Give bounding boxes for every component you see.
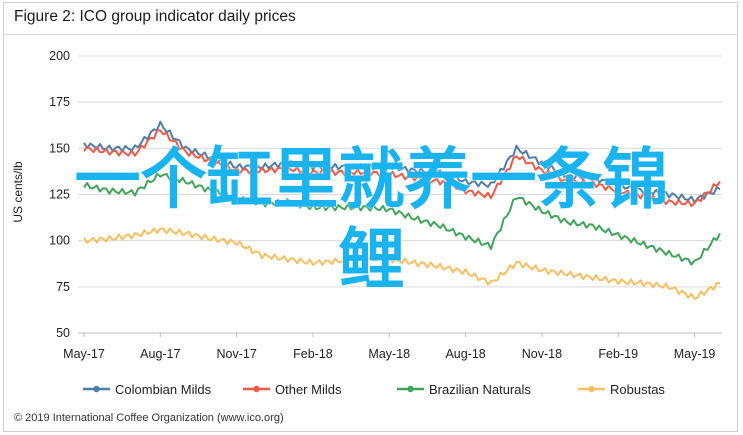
x-tick-label: Nov-18 [522, 347, 562, 361]
legend-label: Brazilian Naturals [429, 382, 531, 397]
chart-frame [3, 2, 738, 432]
gridlines [78, 55, 722, 334]
copyright-footer: © 2019 International Coffee Organization… [14, 412, 284, 424]
legend-marker [93, 385, 100, 393]
series-lines [83, 120, 721, 300]
x-axis-ticks: May-17 Aug-17 Nov-17 Feb-18 May-18 Aug-18 Nov-… [63, 333, 715, 361]
y-tick-label: 175 [49, 95, 70, 109]
y-tick-label: 100 [49, 234, 70, 248]
x-tick-label: May-17 [63, 347, 105, 361]
legend-marker [588, 385, 595, 393]
chart-title: Figure 2: ICO group indicator daily pric… [14, 8, 296, 25]
y-tick-label: 50 [56, 326, 70, 340]
x-tick-label: Aug-18 [445, 347, 485, 361]
legend-label: Colombian Milds [115, 382, 212, 397]
y-tick-label: 75 [56, 280, 70, 294]
x-tick-label: Feb-18 [293, 347, 333, 361]
x-tick-label: Nov-17 [216, 347, 256, 361]
series-line-brazilian-naturals [83, 172, 721, 266]
y-tick-label: 200 [49, 49, 70, 63]
title-divider [3, 34, 738, 35]
y-tick-label: 125 [49, 188, 70, 202]
x-tick-label: May-18 [368, 347, 410, 361]
x-tick-label: May-19 [674, 347, 716, 361]
x-tick-label: Aug-17 [140, 347, 180, 361]
legend: Colombian Milds Other Milds Brazilian Natu… [83, 382, 665, 397]
x-tick-label: Feb-19 [598, 347, 638, 361]
legend-label: Robustas [610, 382, 665, 397]
series-line-other-milds [83, 129, 721, 208]
y-tick-label: 150 [49, 141, 70, 155]
legend-label: Other Milds [275, 382, 342, 397]
series-line-colombian-milds [83, 120, 721, 204]
series-line-robustas [83, 227, 721, 300]
y-axis-ticks: 50 75 100 125 150 175 200 [49, 49, 70, 340]
y-axis-label: US cents/lb [11, 161, 25, 223]
legend-marker [407, 385, 414, 393]
legend-marker [253, 385, 260, 393]
